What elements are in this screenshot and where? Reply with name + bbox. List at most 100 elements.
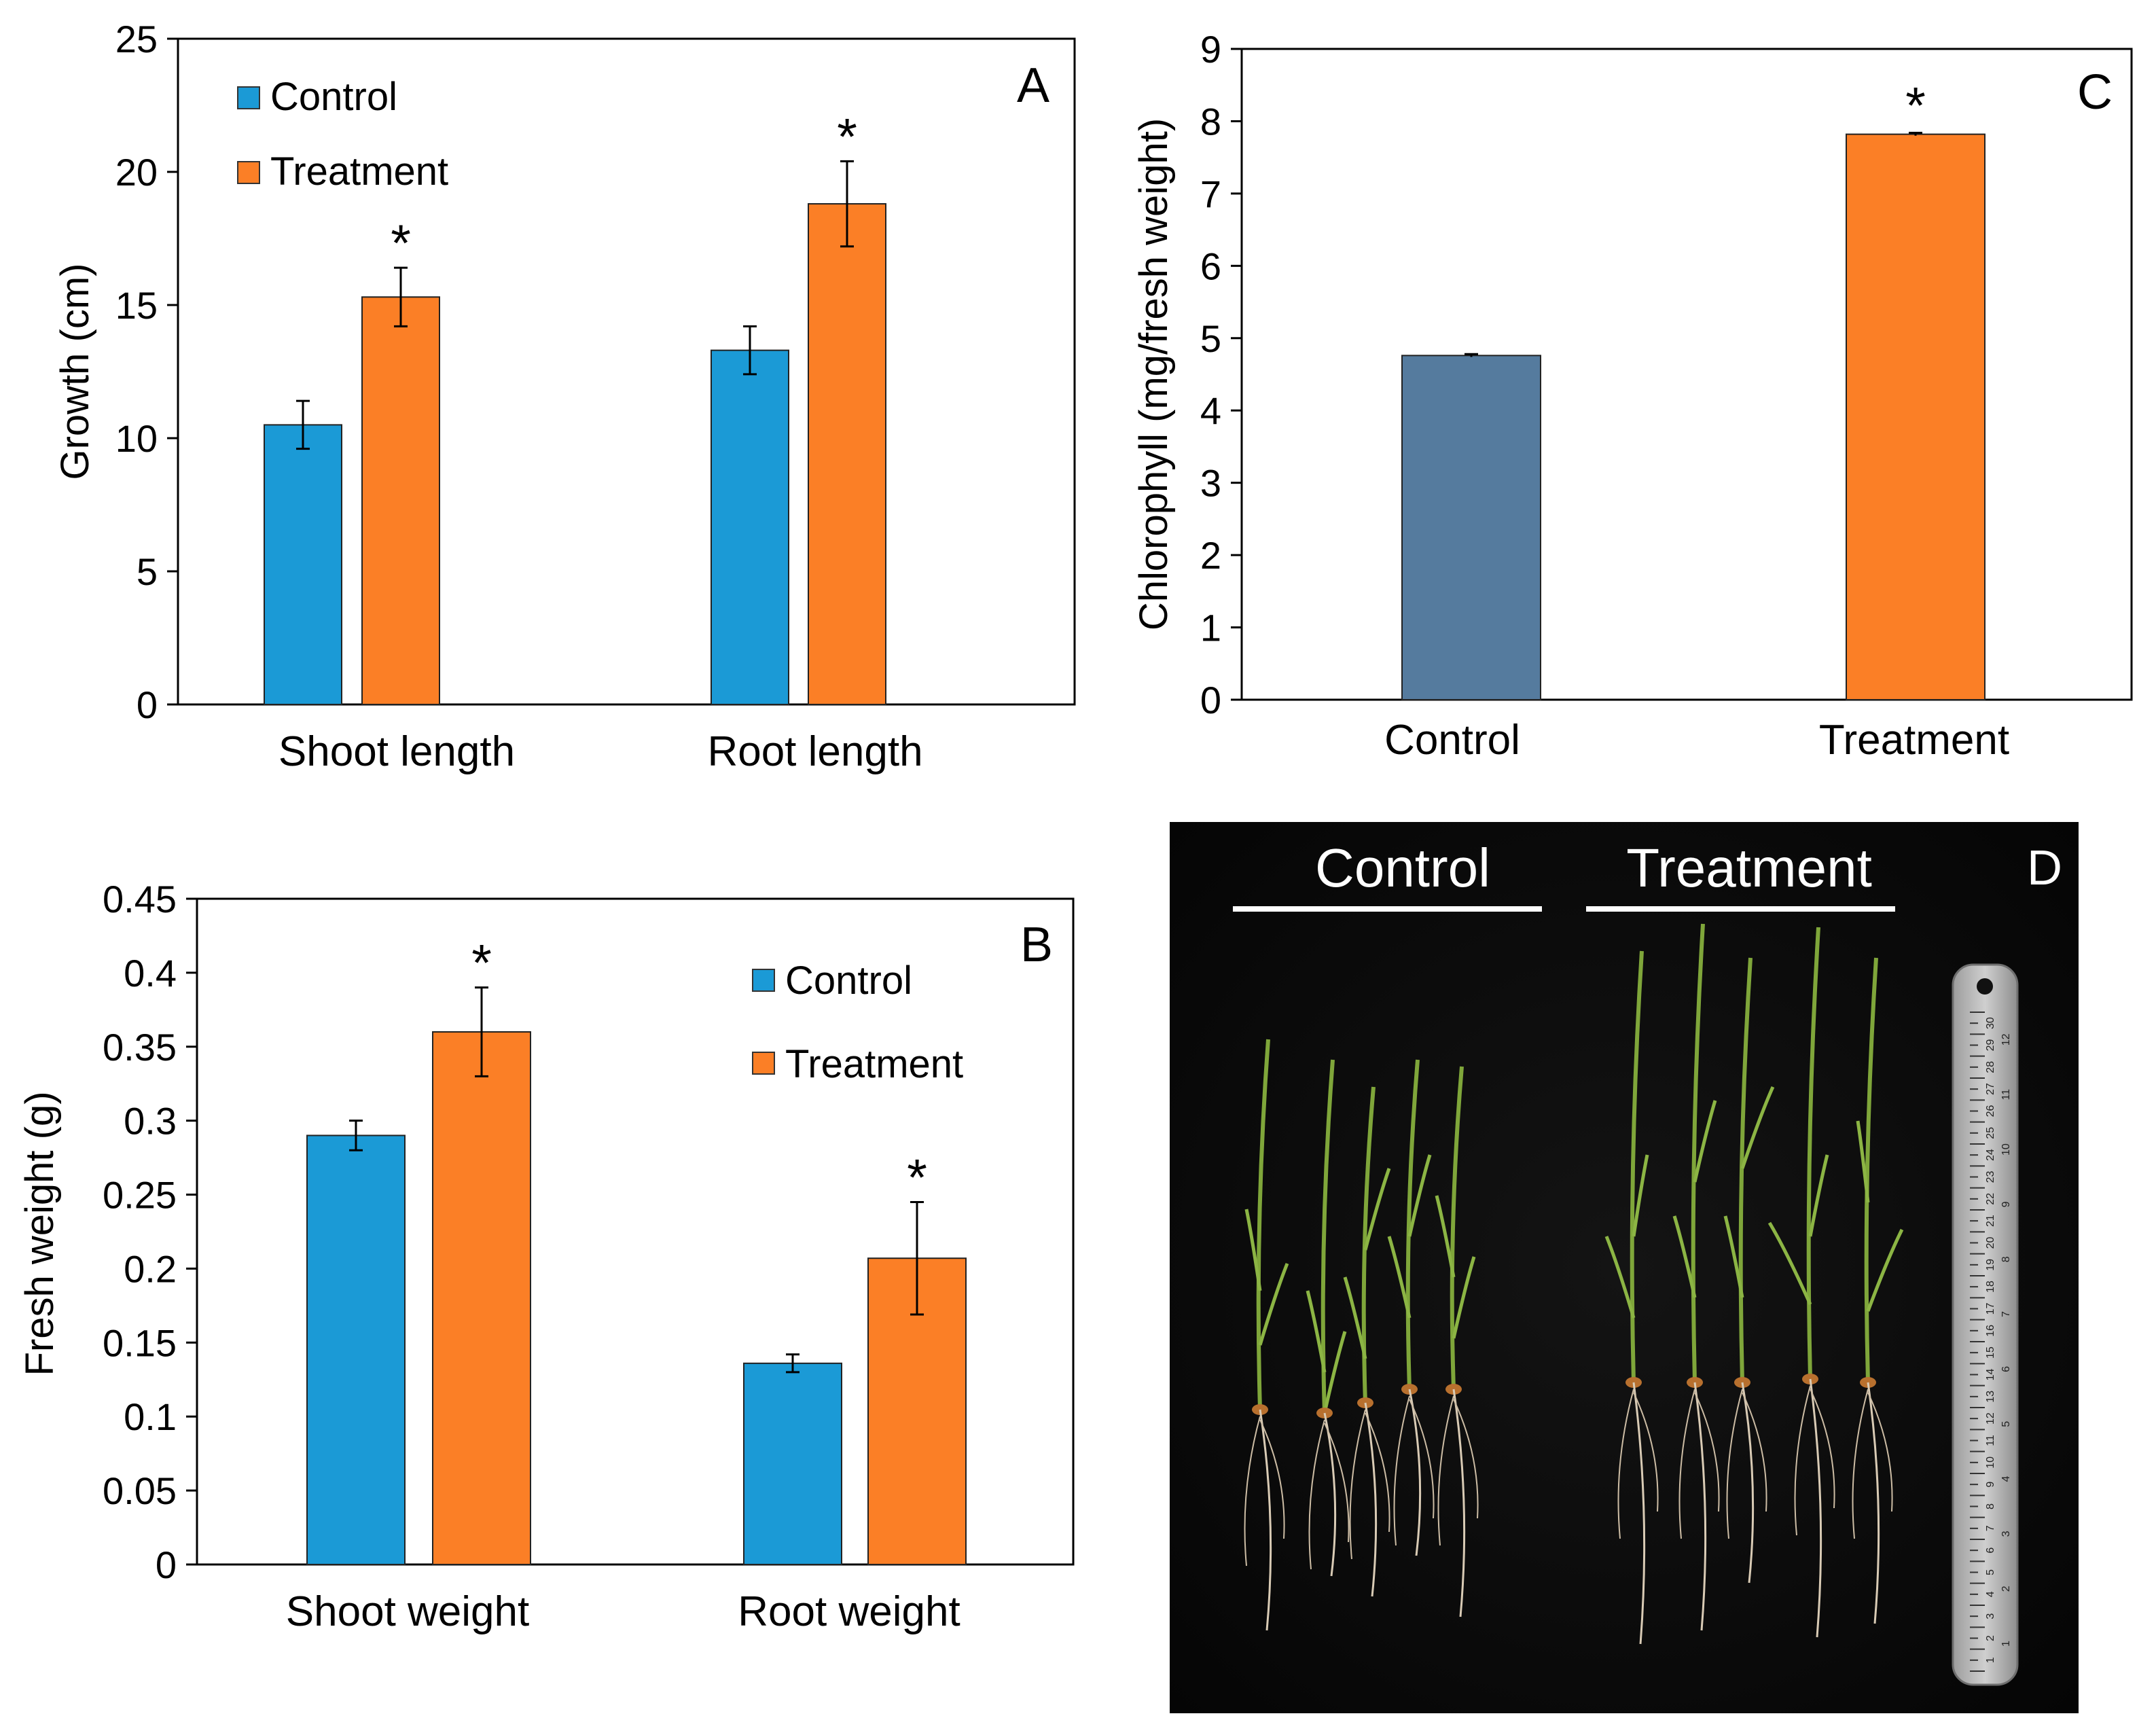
panel-c-ylabel: Chlorophyll (mg/fresh weight) <box>1132 118 1176 630</box>
ruler-cm-label: 13 <box>1985 1391 1996 1403</box>
b-bar-control-1 <box>743 1362 842 1566</box>
c-ytick-label: 7 <box>1200 173 1221 215</box>
legend-treatment-swatch <box>237 161 260 184</box>
ruler-cm-label: 5 <box>1985 1569 1996 1575</box>
seedling-leaf <box>1723 1215 1744 1298</box>
seedling-leaf <box>1323 1331 1347 1414</box>
legend-treatment-swatch <box>752 1052 775 1075</box>
panel-a-chart: A Growth (cm) 0 5 10 15 20 25 * * Shoot length… <box>53 18 1076 775</box>
ruler-cm-label: 20 <box>1985 1237 1996 1249</box>
c-ytick-label: 3 <box>1200 462 1221 505</box>
a-ytick-label: 0 <box>137 683 158 726</box>
seedling-leaf <box>1767 1221 1812 1306</box>
ruler-inch-label: 10 <box>2000 1143 2012 1156</box>
seedling-leaf <box>1363 1168 1391 1251</box>
seedling-leaf <box>1407 1154 1432 1237</box>
ruler-inch-label: 12 <box>2000 1033 2012 1045</box>
ruler-inch-label: 11 <box>2000 1089 2012 1101</box>
c-category-label: Treatment <box>1819 717 2009 764</box>
c-ytick-label: 8 <box>1200 100 1221 143</box>
seedling-leaf <box>1306 1290 1327 1373</box>
ruler-cm-label: 9 <box>1985 1482 1996 1488</box>
seedling-root-branch <box>1617 1389 1634 1539</box>
ruler-cm-label: 25 <box>1985 1127 1996 1139</box>
b-significance-mark: * <box>907 1149 927 1206</box>
c-ytick-label: 1 <box>1200 607 1221 649</box>
seedling-root-branch <box>1393 1395 1410 1546</box>
b-ytick-label: 0.35 <box>103 1026 177 1069</box>
ruler-cm-label: 24 <box>1985 1149 1996 1161</box>
seedling-leaf <box>1435 1195 1456 1278</box>
panel-a-legend: Control Treatment <box>237 75 448 194</box>
seedling-leaf <box>1856 1120 1870 1203</box>
ruler-cm-label: 12 <box>1985 1412 1996 1425</box>
a-ytick-label: 20 <box>115 151 158 194</box>
seedling-shoot <box>1806 927 1820 1380</box>
c-ytick-label: 2 <box>1200 534 1221 577</box>
seedling-root <box>1452 1389 1466 1617</box>
ruler-cm-label: 15 <box>1985 1346 1996 1359</box>
b-ytick-label: 0.15 <box>103 1321 177 1364</box>
ruler-inch-label: 6 <box>2000 1366 2012 1372</box>
a-ytick-label: 15 <box>115 284 158 327</box>
seedling-root-branch <box>1244 1416 1261 1567</box>
seedling-shoot <box>1864 957 1878 1383</box>
seedling-root-branch <box>1694 1392 1720 1512</box>
seedling-shoot <box>1361 1086 1376 1403</box>
seedling-leaf <box>1866 1228 1904 1312</box>
panel-d-letter: D <box>2027 841 2062 895</box>
a-bar-control-0 <box>264 424 342 706</box>
b-ytick-label: 0.4 <box>124 952 177 995</box>
photo-label-treatment: Treatment <box>1626 838 1872 898</box>
c-bar-treatment <box>1846 133 1986 701</box>
panel-a-ylabel: Growth (cm) <box>53 264 97 480</box>
b-ytick-label: 0.2 <box>124 1247 177 1290</box>
ruler-inch-label: 9 <box>2000 1201 2012 1207</box>
seedling-leaf <box>1604 1236 1636 1319</box>
ruler-cm-label: 1 <box>1985 1657 1996 1663</box>
a-significance-mark: * <box>391 215 411 272</box>
ruler-cm-label: 18 <box>1985 1281 1996 1293</box>
legend-control-swatch <box>752 969 775 992</box>
panel-c-letter: C <box>2077 65 2113 120</box>
ruler-body <box>1952 963 2019 1686</box>
ruler-inch-label: 1 <box>2000 1641 2012 1647</box>
seedling-root-branch <box>1349 1409 1366 1560</box>
panel-d-photo: Control Treatment D 30292827262524232221… <box>1170 822 2079 1713</box>
panel-c-frame <box>1240 48 2133 701</box>
a-ytick-label: 5 <box>137 550 158 593</box>
a-bar-control-1 <box>711 349 789 705</box>
seedling-root-branch <box>1365 1412 1390 1533</box>
seedling-root-branch <box>1794 1385 1811 1536</box>
ruler-cm-label: 17 <box>1985 1303 1996 1315</box>
a-bar-treatment-0 <box>361 296 440 705</box>
b-ytick-label: 0 <box>156 1543 177 1586</box>
seedling-root-branch <box>1437 1395 1454 1546</box>
seedling-root-branch <box>1867 1392 1893 1512</box>
seedling-shoot <box>1450 1066 1464 1390</box>
seedling-leaf <box>1244 1209 1262 1291</box>
ruler-cm-label: 27 <box>1985 1083 1996 1095</box>
seedling-shoot <box>1405 1059 1420 1390</box>
c-ytick-label: 5 <box>1200 317 1221 360</box>
ruler-cm-label: 14 <box>1985 1369 1996 1381</box>
ruler-cm-label: 2 <box>1985 1635 1996 1641</box>
ruler-cm-label: 16 <box>1985 1325 1996 1337</box>
b-bar-treatment-0 <box>432 1031 531 1565</box>
c-bar-control <box>1401 355 1541 701</box>
ruler-cm-label: 21 <box>1985 1215 1996 1227</box>
seedling-shoot <box>1256 1039 1270 1410</box>
seedling-root-branch <box>1259 1419 1285 1539</box>
ruler-cm-label: 22 <box>1985 1193 1996 1205</box>
legend-treatment-label: Treatment <box>785 1042 963 1086</box>
seedling-leaf <box>1740 1086 1775 1169</box>
a-ytick-label: 25 <box>115 18 158 60</box>
seedling-root-branch <box>1742 1392 1767 1512</box>
seedling-root-branch <box>1409 1399 1435 1519</box>
ruler-inch-label: 3 <box>2000 1531 2012 1537</box>
seedling-root <box>1259 1409 1272 1631</box>
ruler: 3029282726252423222120191817161514131211… <box>1952 963 2019 1686</box>
seedling-root <box>1693 1382 1707 1631</box>
ruler-cm-label: 26 <box>1985 1105 1996 1117</box>
seedling-root-branch <box>1678 1389 1695 1539</box>
